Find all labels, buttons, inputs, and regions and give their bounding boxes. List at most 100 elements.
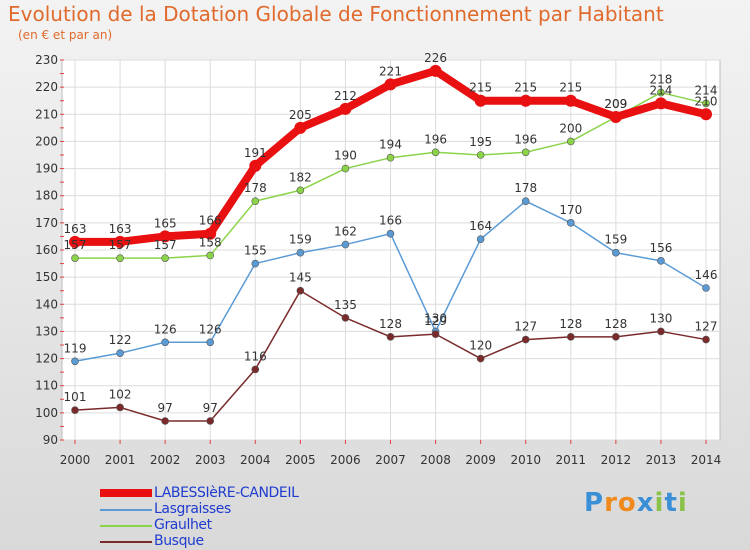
y-tick-label: 180 [35,189,58,203]
data-label: 212 [334,89,357,103]
data-label: 195 [469,135,492,149]
data-point [386,153,395,162]
data-label: 126 [199,322,222,336]
proxiti-logo: Proxiti [584,488,688,518]
data-label: 146 [695,268,718,282]
data-label: 116 [244,349,267,363]
data-point [116,349,124,357]
data-point [384,78,397,91]
data-point [657,88,665,97]
logo-letter: i [654,488,665,518]
data-label: 128 [559,317,582,331]
data-point [71,254,79,262]
data-label: 214 [695,83,718,97]
x-tick-label: 2005 [285,453,316,467]
legend-label: Graulhet [154,517,212,533]
data-point [386,333,395,341]
data-label: 196 [514,132,537,146]
data-label: 209 [604,97,627,111]
x-tick-label: 2001 [105,453,136,467]
data-label: 97 [203,401,218,415]
x-tick-label: 2010 [510,453,541,467]
data-point [564,94,577,107]
data-label: 129 [424,314,447,328]
data-point [609,111,622,123]
y-tick-label: 160 [35,243,58,257]
data-label: 166 [379,214,402,228]
data-point [339,102,352,115]
data-point [296,186,305,195]
data-label: 182 [289,170,312,184]
data-point [657,257,665,265]
data-label: 157 [154,238,177,252]
legend-swatch [100,525,152,527]
data-label: 159 [604,233,627,247]
data-point [296,248,305,257]
x-tick-label: 2011 [556,453,587,467]
logo-letter: x [636,488,655,518]
data-point [521,335,530,344]
data-label: 158 [199,235,222,249]
data-point [69,235,81,248]
data-point [341,314,350,322]
data-point [429,64,442,77]
x-tick-label: 2012 [601,453,632,467]
data-point [71,357,79,366]
legend-swatch [100,489,152,497]
data-label: 145 [289,271,312,285]
y-tick-label: 170 [35,216,58,230]
data-point [566,219,575,227]
data-point [204,227,217,240]
data-label: 214 [649,83,672,97]
data-label: 215 [559,81,582,95]
data-point [251,365,260,374]
data-label: 126 [154,322,177,336]
data-point [161,338,169,347]
data-point [519,94,532,107]
data-label: 155 [244,244,267,258]
x-tick-label: 2000 [60,453,91,467]
data-label: 130 [424,311,447,325]
x-tick-label: 2014 [691,453,722,467]
data-point [702,335,710,344]
data-label: 190 [334,149,357,163]
data-label: 178 [514,181,537,195]
data-label: 226 [424,51,447,65]
legend-label: Busque [154,533,204,549]
data-point [612,248,620,257]
y-tick-label: 220 [35,80,58,94]
data-label: 127 [514,320,537,334]
x-tick-label: 2002 [150,453,181,467]
data-point [161,417,169,425]
x-tick-label: 2004 [240,453,271,467]
y-tick-label: 150 [35,270,58,284]
data-label: 135 [334,298,357,312]
data-point [521,197,530,205]
data-point [341,164,350,173]
data-label: 157 [64,238,87,252]
data-label: 119 [64,341,87,355]
y-tick-label: 120 [35,352,58,366]
data-label: 128 [604,317,627,331]
data-label: 209 [604,97,627,111]
data-label: 215 [514,81,537,95]
data-point [566,333,575,341]
data-label: 162 [334,225,357,239]
x-tick-label: 2008 [420,453,451,467]
data-label: 130 [649,311,672,325]
data-point [71,406,79,414]
data-point [476,235,485,243]
y-tick-label: 130 [35,324,58,338]
y-tick-label: 90 [43,433,58,447]
data-label: 170 [559,203,582,217]
legend-swatch [100,541,152,543]
data-point [521,148,530,157]
logo-letter: t [664,488,678,518]
data-point [612,333,620,341]
data-label: 159 [289,233,312,247]
legend-label: Lasgraisses [154,501,231,517]
data-point [566,137,575,146]
data-point [206,417,215,425]
data-point [206,338,215,347]
y-tick-label: 110 [35,379,58,393]
